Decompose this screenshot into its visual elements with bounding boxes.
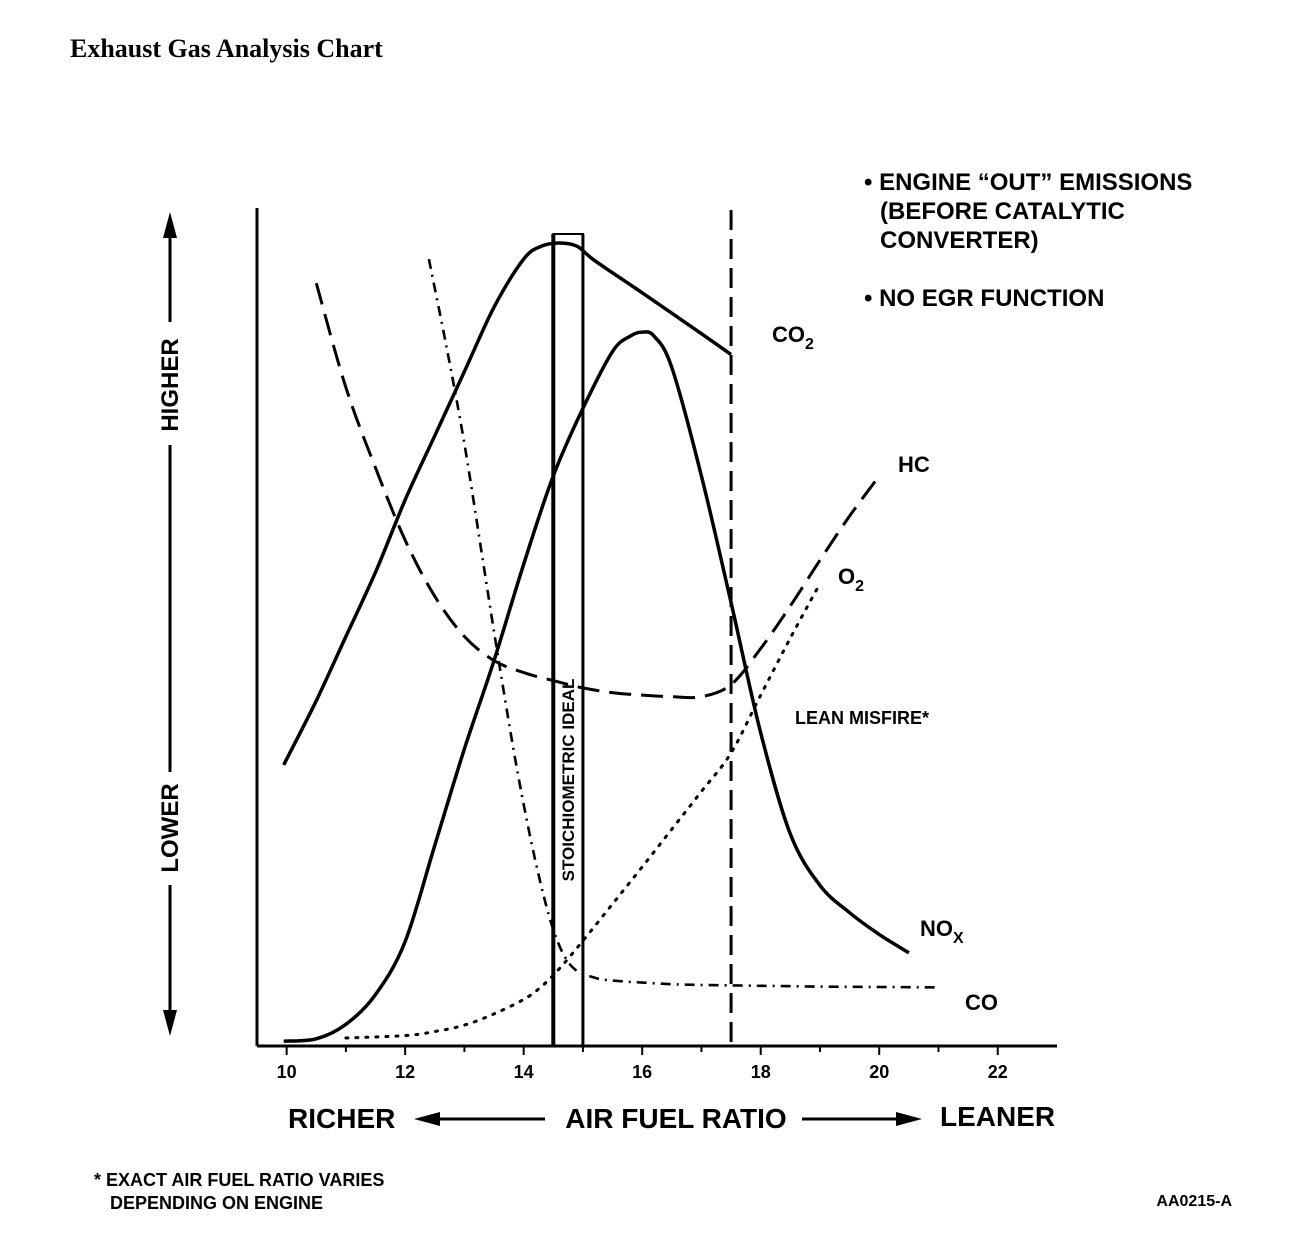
series-line-hc: [314, 282, 881, 700]
stoichiometric-label: STOICHIOMETRIC IDEAL: [559, 679, 578, 882]
stoichiometric-band-group: STOICHIOMETRIC IDEAL: [551, 233, 585, 1047]
series-line-nox: [283, 330, 910, 1043]
note-line-2: (BEFORE CATALYTIC: [880, 198, 1125, 225]
lean-misfire-label: LEAN MISFIRE*: [795, 708, 929, 728]
x-richer-label: RICHER: [288, 1103, 395, 1134]
series-label-o2: O2: [838, 564, 864, 595]
x-arrow-left-icon: [414, 1112, 440, 1126]
x-tick-label: 18: [751, 1062, 771, 1082]
page-title: Exhaust Gas Analysis Chart: [70, 34, 383, 63]
stoichiometric-ideal-band: [552, 233, 584, 1047]
y-arrow-down-icon: [163, 1010, 177, 1036]
footnote-line-1: * EXACT AIR FUEL RATIO VARIES: [94, 1170, 384, 1190]
y-high-label: HIGHER: [157, 338, 184, 431]
x-arrow-right-icon: [896, 1112, 922, 1126]
x-tick-label: 12: [395, 1062, 415, 1082]
series-group: CO2 HC O2 NOX CO: [282, 241, 998, 1043]
note-line-1: • ENGINE “OUT” EMISSIONS: [864, 169, 1192, 196]
series-label-co: CO: [965, 990, 998, 1015]
chart-notes: • ENGINE “OUT” EMISSIONS (BEFORE CATALYT…: [864, 169, 1192, 312]
x-leaner-label: LEANER: [940, 1101, 1055, 1132]
note-line-4: • NO EGR FUNCTION: [864, 285, 1104, 312]
figure-code: AA0215-A: [1156, 1193, 1232, 1210]
series-label-co2: CO2: [772, 322, 814, 353]
series-line-co: [427, 258, 939, 989]
x-direction-indicator: RICHER AIR FUEL RATIO LEANER: [288, 1101, 1055, 1134]
x-tick-label: 22: [988, 1062, 1008, 1082]
x-tick-label: 16: [632, 1062, 652, 1082]
y-direction-indicator: HIGHER LOWER: [157, 212, 184, 1036]
series-label-nox: NOX: [920, 916, 964, 947]
series-line-co2: [282, 241, 733, 766]
footnote-line-2: DEPENDING ON ENGINE: [110, 1193, 323, 1213]
series-line-o2: [344, 582, 822, 1040]
y-low-label: LOWER: [157, 783, 184, 872]
x-tick-label: 20: [869, 1062, 889, 1082]
lean-misfire-group: LEAN MISFIRE*: [729, 210, 929, 1046]
note-line-3: CONVERTER): [880, 227, 1039, 254]
series-label-hc: HC: [898, 452, 930, 477]
axes-group: 10 12 14 16 18 20 22: [255, 208, 1057, 1082]
x-tick-label: 10: [277, 1062, 297, 1082]
x-tick-label: 14: [514, 1062, 534, 1082]
x-axis-title: AIR FUEL RATIO: [565, 1103, 786, 1134]
y-arrow-up-icon: [163, 212, 177, 238]
